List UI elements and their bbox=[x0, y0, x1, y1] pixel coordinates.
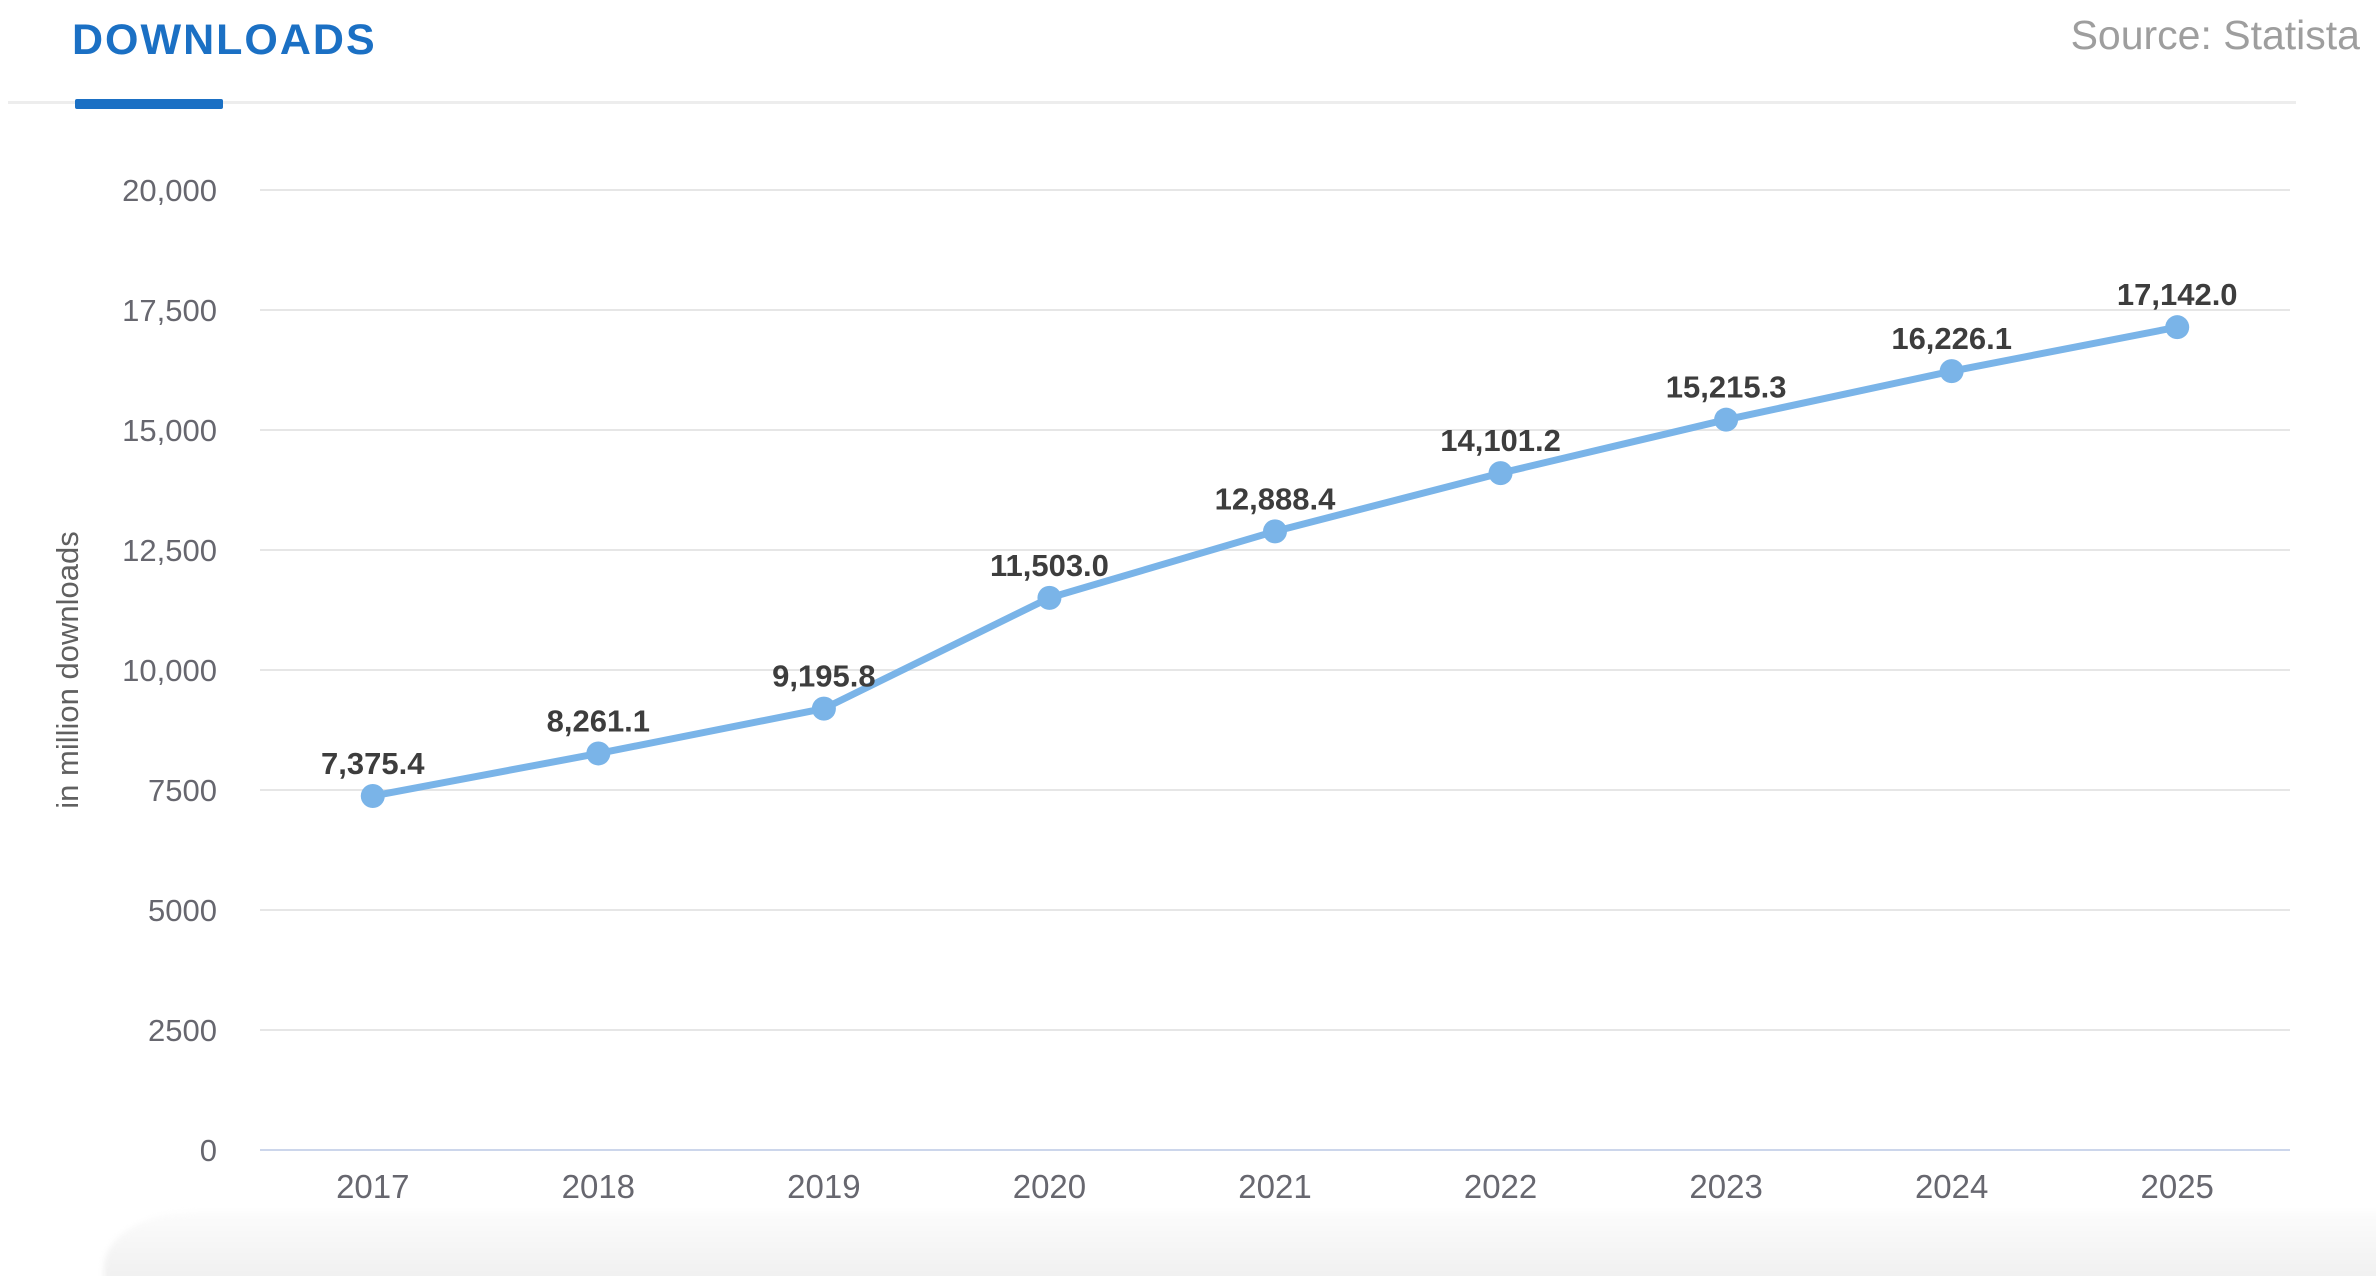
x-tick-label: 2021 bbox=[1238, 1168, 1311, 1205]
data-point-marker[interactable] bbox=[1037, 585, 1062, 610]
data-point-marker[interactable] bbox=[1488, 461, 1513, 486]
data-point-marker[interactable] bbox=[1714, 407, 1739, 432]
x-tick-label: 2017 bbox=[336, 1168, 409, 1205]
y-tick-label: 15,000 bbox=[122, 413, 217, 448]
y-tick-label: 17,500 bbox=[122, 293, 217, 328]
y-tick-label: 20,000 bbox=[122, 173, 217, 208]
data-point-label: 11,503.0 bbox=[990, 548, 1109, 583]
data-point-marker[interactable] bbox=[2165, 315, 2190, 340]
data-point-label: 15,215.3 bbox=[1666, 370, 1787, 405]
y-tick-label: 5000 bbox=[148, 893, 217, 928]
x-tick-label: 2019 bbox=[787, 1168, 860, 1205]
y-tick-label: 12,500 bbox=[122, 533, 217, 568]
x-tick-label: 2024 bbox=[1915, 1168, 1988, 1205]
y-tick-label: 10,000 bbox=[122, 653, 217, 688]
data-point-label: 9,195.8 bbox=[772, 659, 875, 694]
data-point-label: 12,888.4 bbox=[1215, 481, 1336, 516]
data-point-label: 8,261.1 bbox=[547, 703, 650, 738]
y-tick-label: 0 bbox=[200, 1133, 217, 1168]
data-point-label: 16,226.1 bbox=[1891, 321, 2012, 356]
data-point-marker[interactable] bbox=[586, 741, 611, 766]
x-tick-label: 2025 bbox=[2141, 1168, 2214, 1205]
next-section-edge bbox=[104, 1212, 2376, 1276]
data-point-label: 14,101.2 bbox=[1440, 423, 1561, 458]
data-point-marker[interactable] bbox=[1263, 519, 1287, 544]
data-point-marker[interactable] bbox=[811, 696, 836, 721]
y-tick-label: 2500 bbox=[148, 1013, 217, 1048]
tab-bar-divider bbox=[8, 101, 2296, 104]
y-tick-label: 7500 bbox=[148, 773, 217, 808]
data-point-label: 17,142.0 bbox=[2117, 277, 2238, 312]
data-point-label: 7,375.4 bbox=[321, 746, 425, 781]
x-tick-label: 2022 bbox=[1464, 1168, 1537, 1205]
data-point-marker[interactable] bbox=[360, 783, 385, 808]
x-tick-label: 2023 bbox=[1689, 1168, 1762, 1205]
data-point-marker[interactable] bbox=[1939, 359, 1964, 384]
y-axis-title: in million downloads bbox=[50, 531, 85, 808]
x-tick-label: 2020 bbox=[1013, 1168, 1086, 1205]
x-tick-label: 2018 bbox=[562, 1168, 635, 1205]
source-label: Source: Statista bbox=[2070, 12, 2360, 58]
tab-downloads[interactable]: DOWNLOADS bbox=[72, 16, 377, 64]
active-tab-indicator bbox=[75, 99, 223, 109]
